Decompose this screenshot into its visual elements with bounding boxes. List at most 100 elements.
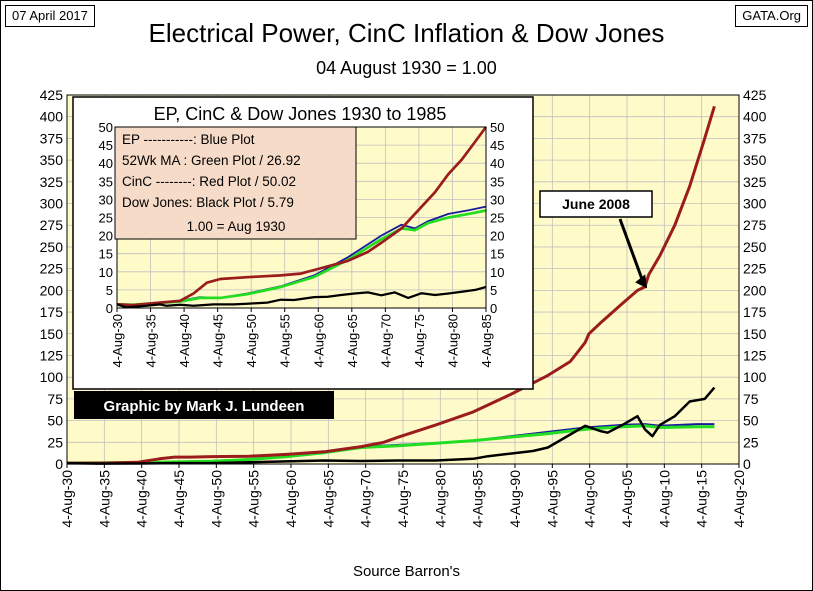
x-axis-title: Source Barron's xyxy=(352,563,461,580)
y-tick-label-left: 325 xyxy=(40,174,64,190)
x-tick-label: 4-Aug-55 xyxy=(278,314,293,367)
legend-line: 1.00 = Aug 1930 xyxy=(187,219,286,234)
inset-legend: EP -----------: Blue Plot 52Wk MA : Green… xyxy=(114,126,357,240)
y-tick-label-left: 125 xyxy=(40,347,64,363)
x-tick-label: 4-Aug-95 xyxy=(544,470,560,528)
x-tick-label: 4-Aug-75 xyxy=(412,314,427,367)
x-tick-label: 4-Aug-65 xyxy=(345,314,360,367)
y-tick-label-left: 30 xyxy=(99,192,113,207)
y-tick-label-right: 375 xyxy=(743,130,767,146)
chart-title: Electrical Power, CinC Inflation & Dow J… xyxy=(148,18,665,48)
series-line-dow-jones xyxy=(116,285,487,309)
y-tick-label-right: 150 xyxy=(743,326,767,342)
x-tick-label: 4-Aug-65 xyxy=(320,470,336,528)
x-tick-label: 4-Aug-15 xyxy=(694,470,710,528)
x-tick-label: 4-Aug-10 xyxy=(656,470,672,528)
y-tick-label-left: 0 xyxy=(106,301,113,316)
credit-label: Graphic by Mark J. Lundeen xyxy=(104,398,305,415)
y-tick-label-right: 425 xyxy=(743,87,767,103)
y-tick-label-right: 40 xyxy=(490,156,504,171)
series-line-52wk-ma xyxy=(66,424,715,465)
y-tick-label-right: 350 xyxy=(743,152,767,168)
x-tick-label: 4-Aug-35 xyxy=(144,314,159,367)
y-tick-label-right: 250 xyxy=(743,239,767,255)
x-tick-label: 4-Aug-80 xyxy=(445,314,460,367)
y-tick-label-left: 275 xyxy=(40,217,64,233)
y-tick-label-right: 300 xyxy=(743,196,767,212)
y-tick-label-left: 300 xyxy=(40,196,64,212)
y-tick-label-right: 50 xyxy=(490,120,504,135)
y-tick-label-left: 40 xyxy=(99,156,113,171)
y-tick-label-left: 75 xyxy=(47,391,63,407)
y-tick-label-left: 0 xyxy=(55,456,63,472)
x-tick-label: 4-Aug-50 xyxy=(244,314,259,367)
x-tick-label: 4-Aug-60 xyxy=(283,470,299,528)
date-badge: 07 April 2017 xyxy=(5,5,95,27)
y-tick-label-right: 400 xyxy=(743,109,767,125)
legend-line: Dow Jones: Black Plot / 5.79 xyxy=(122,195,294,210)
series-line-dow-jones xyxy=(66,386,716,465)
y-tick-label-left: 350 xyxy=(40,152,64,168)
y-tick-label-left: 225 xyxy=(40,261,64,277)
x-tick-label: 4-Aug-05 xyxy=(619,470,635,528)
y-tick-label-right: 275 xyxy=(743,217,767,233)
x-tick-label: 4-Aug-85 xyxy=(479,314,494,367)
y-tick-label-left: 50 xyxy=(47,413,63,429)
x-tick-label: 4-Aug-70 xyxy=(358,470,374,528)
y-tick-label-left: 175 xyxy=(40,304,64,320)
y-tick-label-right: 45 xyxy=(490,138,504,153)
y-tick-label-left: 45 xyxy=(99,138,113,153)
y-tick-label-left: 5 xyxy=(106,283,113,298)
y-tick-label-left: 425 xyxy=(40,87,64,103)
y-tick-label-left: 200 xyxy=(40,282,64,298)
y-tick-label-right: 15 xyxy=(490,247,504,262)
x-tick-label: 4-Aug-20 xyxy=(731,470,747,528)
x-tick-label: 4-Aug-70 xyxy=(378,314,393,367)
annotation-label: June 2008 xyxy=(562,196,630,212)
x-tick-label: 4-Aug-45 xyxy=(171,470,187,528)
y-tick-label-right: 200 xyxy=(743,282,767,298)
y-tick-label-left: 400 xyxy=(40,109,64,125)
annotation-box xyxy=(539,190,653,218)
y-tick-label-right: 50 xyxy=(743,413,759,429)
y-tick-label-right: 125 xyxy=(743,347,767,363)
x-tick-label: 4-Aug-40 xyxy=(134,470,150,528)
y-tick-label-left: 50 xyxy=(99,120,113,135)
series-line-cinc xyxy=(116,126,488,307)
y-tick-label-right: 30 xyxy=(490,192,504,207)
legend-box xyxy=(114,126,357,240)
y-tick-label-left: 250 xyxy=(40,239,64,255)
x-tick-label: 4-Aug-30 xyxy=(110,314,125,367)
legend-line: 52Wk MA : Green Plot / 26.92 xyxy=(122,153,301,168)
y-tick-label-left: 150 xyxy=(40,326,64,342)
x-tick-label: 4-Aug-75 xyxy=(395,470,411,528)
y-tick-label-right: 25 xyxy=(490,211,504,226)
y-tick-label-right: 175 xyxy=(743,304,767,320)
legend-line: EP -----------: Blue Plot xyxy=(122,132,255,147)
y-tick-label-left: 375 xyxy=(40,130,64,146)
inset-title: EP, CinC & Dow Jones 1930 to 1985 xyxy=(154,104,447,124)
y-tick-label-right: 25 xyxy=(743,434,759,450)
y-tick-label-left: 15 xyxy=(99,247,113,262)
series-line-cinc xyxy=(67,105,716,465)
source-badge: GATA.Org xyxy=(735,5,808,27)
y-tick-label-right: 20 xyxy=(490,229,504,244)
y-tick-label-left: 25 xyxy=(47,434,63,450)
x-tick-label: 4-Aug-45 xyxy=(211,314,226,367)
y-tick-label-right: 100 xyxy=(743,369,767,385)
x-tick-label: 4-Aug-35 xyxy=(96,470,112,528)
x-tick-label: 4-Aug-00 xyxy=(582,470,598,528)
x-tick-label: 4-Aug-80 xyxy=(432,470,448,528)
plot-border xyxy=(66,94,740,465)
y-tick-label-right: 0 xyxy=(743,456,751,472)
y-tick-label-right: 225 xyxy=(743,261,767,277)
y-tick-label-left: 35 xyxy=(99,174,113,189)
x-tick-label: 4-Aug-55 xyxy=(246,470,262,528)
y-tick-label-right: 75 xyxy=(743,391,759,407)
y-tick-label-left: 100 xyxy=(40,369,64,385)
x-tick-label: 4-Aug-50 xyxy=(208,470,224,528)
y-tick-label-left: 20 xyxy=(99,229,113,244)
x-tick-label: 4-Aug-60 xyxy=(311,314,326,367)
y-tick-label-left: 25 xyxy=(99,211,113,226)
